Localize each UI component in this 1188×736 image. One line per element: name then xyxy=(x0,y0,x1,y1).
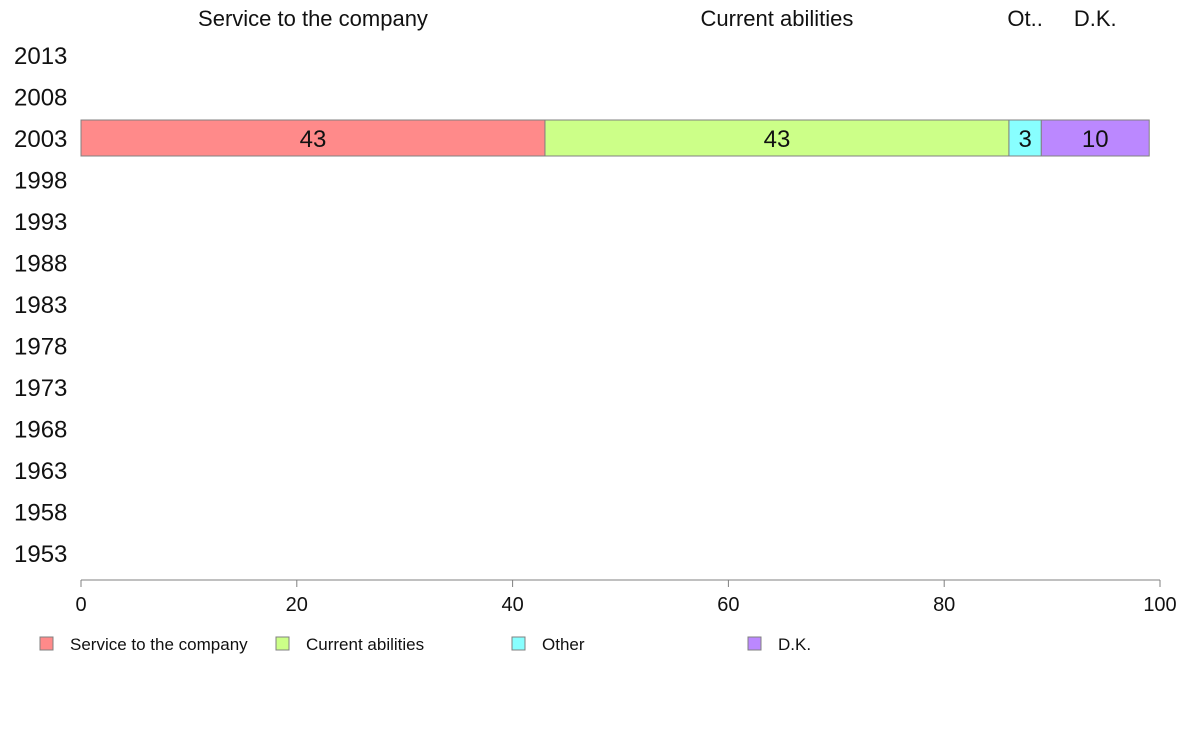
x-tick-label-0: 0 xyxy=(75,594,86,616)
year-label-1998: 1998 xyxy=(14,168,67,195)
x-tick-label-40: 40 xyxy=(501,594,523,616)
bar-value-label-2003-other: 3 xyxy=(1018,126,1031,153)
year-label-1953: 1953 xyxy=(14,541,67,568)
bar-2003-other xyxy=(1008,119,1042,157)
legend-label-d-k: D.K. xyxy=(778,635,811,654)
x-tick-label-60: 60 xyxy=(717,594,739,616)
series-header-d-k: D.K. xyxy=(1074,6,1117,31)
year-label-2008: 2008 xyxy=(14,85,67,112)
series-header-service-to-the-company: Service to the company xyxy=(198,6,428,31)
series-header-other: Ot.. xyxy=(1007,6,1042,31)
x-tick-label-100: 100 xyxy=(1143,594,1176,616)
year-label-1983: 1983 xyxy=(14,292,67,319)
legend-swatch-d-k xyxy=(747,636,762,651)
legend-label-service-to-the-company: Service to the company xyxy=(70,635,248,654)
legend-swatch-current-abilities xyxy=(275,636,290,651)
legend-swatch-service-to-the-company xyxy=(39,636,54,651)
bar-2003-d-k xyxy=(1040,119,1150,157)
year-label-1993: 1993 xyxy=(14,209,67,236)
year-label-1988: 1988 xyxy=(14,251,67,278)
year-label-1973: 1973 xyxy=(14,375,67,402)
bars-layer: 43 43 3 10 xyxy=(80,119,1150,157)
year-label-2003: 2003 xyxy=(14,126,67,153)
year-label-1958: 1958 xyxy=(14,500,67,527)
legend-swatch-other xyxy=(511,636,526,651)
year-label-1978: 1978 xyxy=(14,334,67,361)
year-label-1968: 1968 xyxy=(14,417,67,444)
bar-2003-service-to-the-company xyxy=(80,119,546,157)
legend-label-current-abilities: Current abilities xyxy=(306,635,424,654)
bar-2003-current-abilities xyxy=(544,119,1010,157)
bar-value-label-2003-d-k: 10 xyxy=(1082,126,1109,153)
x-tick-label-80: 80 xyxy=(933,594,955,616)
year-label-1963: 1963 xyxy=(14,458,67,485)
series-header-labels: Service to the company Current abilities O… xyxy=(198,6,1117,31)
x-tick-label-20: 20 xyxy=(286,594,308,616)
year-axis-labels: 2013 2008 2003 1998 1993 1988 1983 1978 1973 1968… xyxy=(14,43,67,568)
x-axis: 0 20 40 60 80 100 xyxy=(75,579,1177,616)
bar-value-label-2003-current-abilities: 43 xyxy=(764,126,791,153)
legend-label-other: Other xyxy=(542,635,585,654)
bar-value-label-2003-service-to-the-company: 43 xyxy=(300,126,327,153)
year-label-2013: 2013 xyxy=(14,43,67,70)
series-header-current-abilities: Current abilities xyxy=(701,6,854,31)
legend: Service to the company Current abilities O… xyxy=(39,635,811,654)
